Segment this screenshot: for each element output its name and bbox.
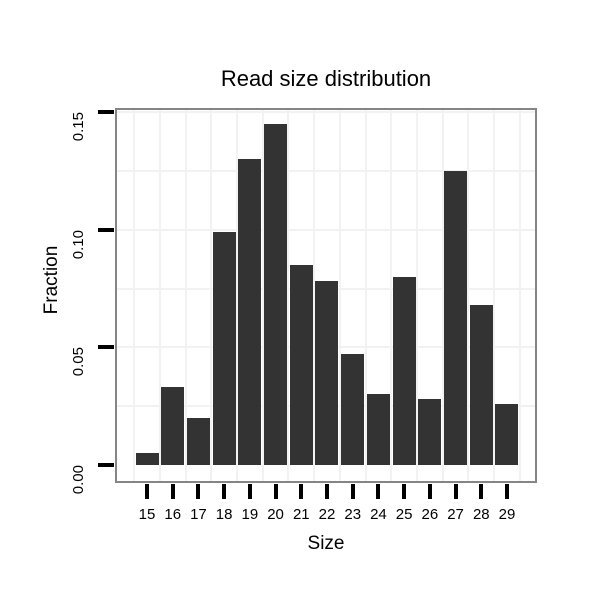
x-tick-label: 24 <box>370 506 387 523</box>
x-tick-label: 25 <box>395 506 413 523</box>
gridline-vertical <box>493 110 496 481</box>
bar-28 <box>470 305 493 465</box>
x-tick <box>145 484 149 499</box>
bar-18 <box>213 232 236 465</box>
chart-title: Read size distribution <box>220 66 432 91</box>
bar-26 <box>418 399 441 465</box>
x-tick <box>170 484 175 499</box>
x-tick-label: 28 <box>472 506 490 523</box>
x-tick <box>427 484 432 499</box>
x-tick <box>247 484 252 499</box>
x-tick-label: 22 <box>318 506 336 523</box>
gridline-horizontal <box>117 228 535 231</box>
gridline-vertical <box>338 110 341 481</box>
y-tick <box>98 110 114 115</box>
x-tick-label: 16 <box>164 506 182 523</box>
plot-panel <box>115 108 537 483</box>
x-tick-label: 23 <box>344 506 362 523</box>
gridline-vertical <box>518 110 521 481</box>
x-tick <box>324 484 329 499</box>
x-tick <box>350 484 355 499</box>
x-tick-label: 29 <box>498 506 516 523</box>
bar-24 <box>367 394 390 465</box>
bar-22 <box>315 281 338 465</box>
gridline-vertical <box>441 110 444 481</box>
bar-21 <box>290 265 313 465</box>
x-tick <box>299 484 304 499</box>
gridline-vertical <box>158 110 161 481</box>
y-axis-label: Fraction <box>41 245 62 315</box>
x-tick-label: 21 <box>292 506 310 523</box>
y-tick-label: 0.15 <box>70 112 87 142</box>
x-tick-label: 26 <box>421 506 439 523</box>
gridline-vertical <box>210 110 213 481</box>
x-tick-label: 17 <box>190 506 207 523</box>
y-tick <box>98 227 114 232</box>
bar-27 <box>444 171 467 465</box>
x-axis-label: Size <box>307 533 345 554</box>
gridline-vertical <box>287 110 290 481</box>
y-tick-label: 0.00 <box>70 465 87 495</box>
bar-25 <box>393 277 416 465</box>
gridline-horizontal <box>117 111 535 114</box>
gridline-vertical <box>364 110 367 481</box>
bar-20 <box>264 124 287 465</box>
x-tick <box>402 484 407 499</box>
bar-29 <box>495 404 518 465</box>
gridline-vertical <box>235 110 238 481</box>
x-tick <box>376 484 381 499</box>
x-tick-label: 20 <box>267 506 284 523</box>
y-tick-label: 0.05 <box>70 347 87 377</box>
gridline-vertical <box>415 110 418 481</box>
x-tick <box>222 484 227 499</box>
x-tick <box>196 484 201 499</box>
bar-15 <box>136 453 159 465</box>
gridline-vertical <box>184 110 187 481</box>
gridline-horizontal <box>117 169 535 172</box>
y-tick-label: 0.10 <box>70 229 87 259</box>
bar-19 <box>238 159 261 465</box>
bar-17 <box>187 418 210 465</box>
y-tick <box>98 463 114 467</box>
x-tick-label: 19 <box>241 506 259 523</box>
gridline-vertical <box>313 110 316 481</box>
gridline-vertical <box>133 110 136 481</box>
gridline-vertical <box>261 110 264 481</box>
y-tick <box>98 345 114 350</box>
x-tick <box>479 484 484 499</box>
bar-16 <box>161 387 184 465</box>
x-tick <box>504 484 509 499</box>
x-tick-label: 15 <box>138 506 156 523</box>
x-tick-label: 27 <box>447 506 464 523</box>
x-tick <box>453 484 458 499</box>
gridline-vertical <box>390 110 393 481</box>
gridline-vertical <box>467 110 470 481</box>
x-tick-label: 18 <box>215 506 233 523</box>
bar-23 <box>341 354 364 465</box>
x-tick <box>273 484 278 499</box>
